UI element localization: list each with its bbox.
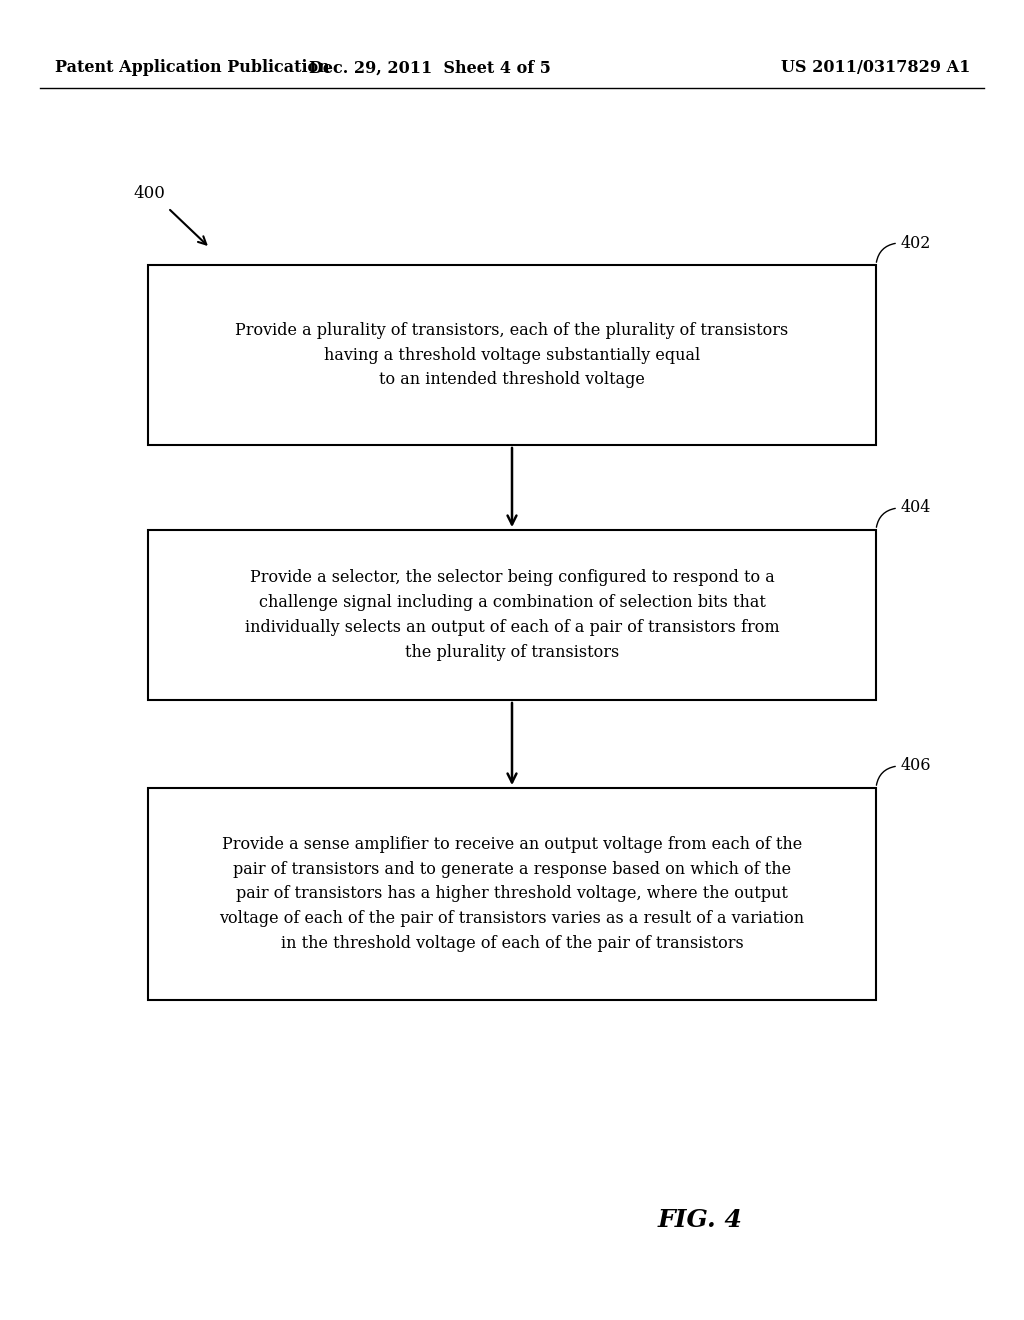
Text: 406: 406 (901, 758, 932, 775)
Bar (148, 788, 876, 1001)
Text: Provide a sense amplifier to receive an output voltage from each of the
pair of : Provide a sense amplifier to receive an … (219, 836, 805, 952)
Text: 404: 404 (901, 499, 932, 516)
Text: FIG. 4: FIG. 4 (657, 1208, 742, 1232)
Text: Patent Application Publication: Patent Application Publication (55, 59, 330, 77)
Bar (148, 531, 876, 700)
Text: Provide a selector, the selector being configured to respond to a
challenge sign: Provide a selector, the selector being c… (245, 569, 779, 661)
Bar (148, 265, 876, 445)
Text: 402: 402 (901, 235, 932, 252)
Text: Provide a plurality of transistors, each of the plurality of transistors
having : Provide a plurality of transistors, each… (236, 322, 788, 388)
Text: 400: 400 (133, 185, 165, 202)
Text: Dec. 29, 2011  Sheet 4 of 5: Dec. 29, 2011 Sheet 4 of 5 (309, 59, 551, 77)
Text: US 2011/0317829 A1: US 2011/0317829 A1 (780, 59, 970, 77)
